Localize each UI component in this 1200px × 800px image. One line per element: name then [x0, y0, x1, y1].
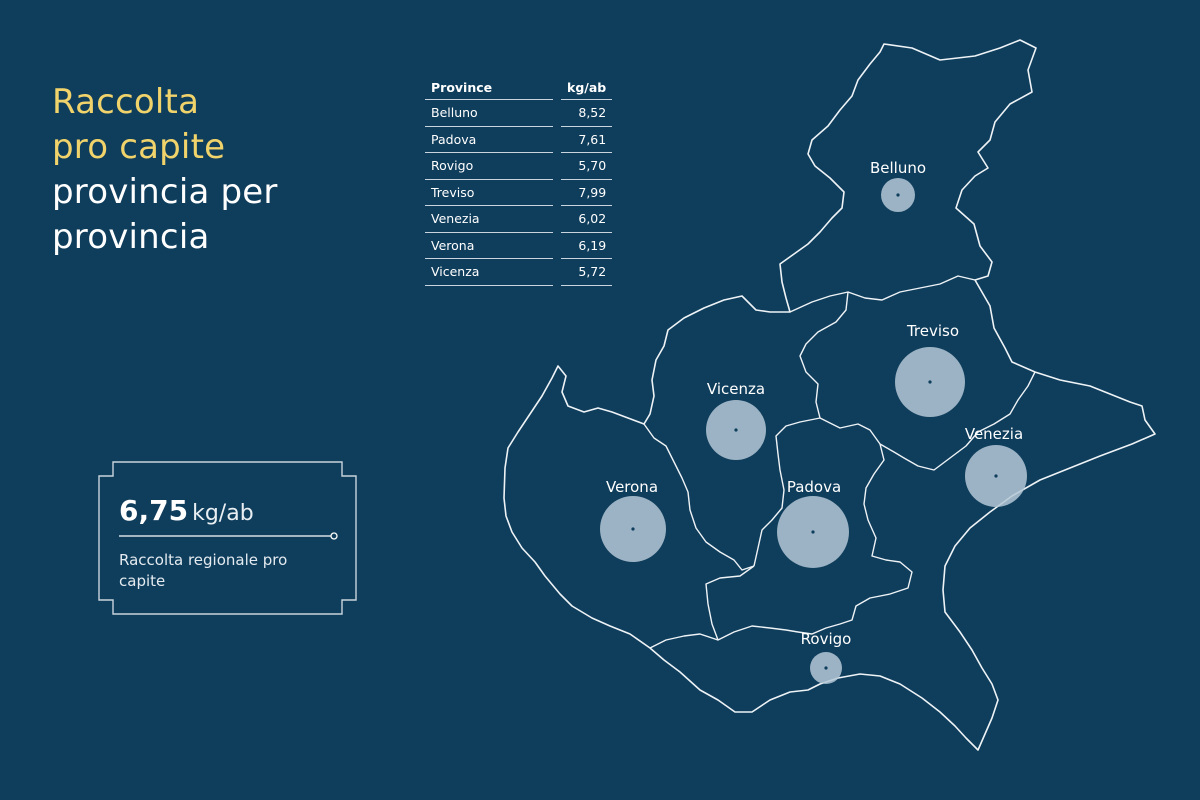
title-line-4: provincia — [52, 217, 210, 257]
province-value: 7,99 — [561, 180, 613, 206]
province-name: Vicenza — [425, 259, 553, 286]
bubble-belluno — [881, 178, 915, 212]
province-name: Belluno — [425, 100, 553, 127]
province-value: 6,02 — [561, 206, 613, 233]
bubble-rovigo — [810, 652, 842, 684]
table-row: Venezia 6,02 — [425, 206, 613, 233]
header-kg-ab: kg/ab — [561, 76, 613, 100]
border-treviso-venezia — [819, 371, 1036, 471]
bubble-verona — [600, 496, 666, 562]
regional-summary-card: 6,75 kg/ab Raccolta regionale pro capite — [95, 458, 360, 618]
card-frame — [98, 461, 357, 615]
province-value: 8,52 — [561, 100, 613, 127]
province-name: Verona — [425, 233, 553, 259]
table-row: Vicenza 5,72 — [425, 259, 613, 286]
province-value: 5,72 — [561, 259, 613, 286]
title-line-3: provincia per — [52, 172, 278, 212]
border-verona-vicenza — [643, 423, 755, 571]
province-value: 7,61 — [561, 127, 613, 153]
label-venezia: Venezia — [965, 425, 1023, 443]
table-row: Padova 7,61 — [425, 127, 613, 153]
bubble-vicenza — [706, 400, 766, 460]
title-line-2: pro capite — [52, 127, 226, 167]
header-province: Province — [425, 76, 553, 100]
table-row: Rovigo 5,70 — [425, 153, 613, 180]
regional-value-wrap: 6,75 kg/ab — [119, 494, 254, 527]
border-padova-venezia — [797, 443, 913, 635]
regional-value: 6,75 — [119, 494, 189, 527]
province-name: Venezia — [425, 206, 553, 233]
border-vicenza-padova — [753, 417, 821, 567]
bubble-treviso — [895, 347, 965, 417]
province-value: 6,19 — [561, 233, 613, 259]
regional-label: Raccolta regionale pro capite — [119, 551, 288, 590]
table-row: Belluno 8,52 — [425, 100, 613, 127]
bubble-padova — [777, 496, 849, 568]
border-verona-padova-rovigo — [705, 565, 799, 641]
regional-unit: kg/ab — [192, 501, 254, 526]
border-vicenza-treviso — [799, 291, 849, 419]
province-table: Province kg/ab Belluno 8,52 Padova 7,61 Ro… — [425, 76, 613, 286]
label-vicenza: Vicenza — [707, 380, 765, 398]
province-name: Padova — [425, 127, 553, 153]
bubble-venezia — [965, 445, 1027, 507]
label-rovigo: Rovigo — [801, 630, 852, 648]
label-treviso: Treviso — [906, 322, 959, 340]
border-belluno-treviso — [789, 275, 976, 313]
table-header-row: Province kg/ab — [425, 76, 613, 100]
label-belluno: Belluno — [870, 159, 926, 177]
table-row: Verona 6,19 — [425, 233, 613, 259]
border-rovigo-north — [649, 633, 719, 649]
label-verona: Verona — [606, 478, 658, 496]
table-row: Treviso 7,99 — [425, 180, 613, 206]
page-title: Raccolta pro capite provincia per provin… — [52, 80, 278, 260]
province-name: Treviso — [425, 180, 553, 206]
label-padova: Padova — [787, 478, 841, 496]
province-name: Rovigo — [425, 153, 553, 180]
title-line-1: Raccolta — [52, 82, 200, 122]
region-outline — [503, 39, 1156, 751]
province-value: 5,70 — [561, 153, 613, 180]
